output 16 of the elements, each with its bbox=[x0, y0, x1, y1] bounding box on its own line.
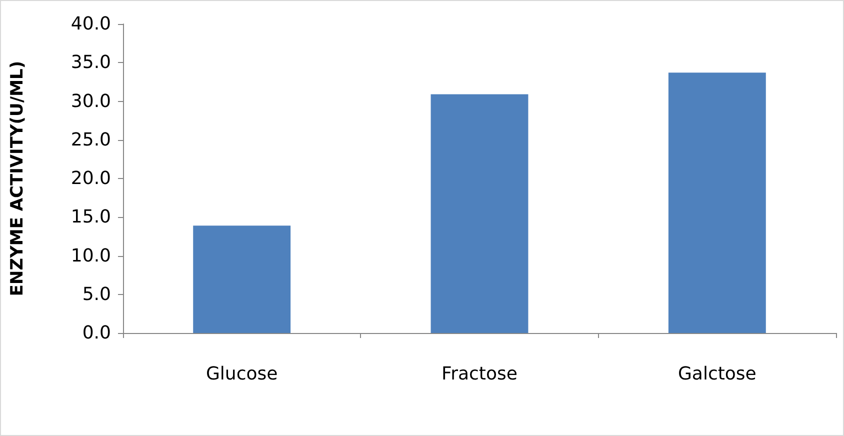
bar bbox=[668, 72, 766, 333]
y-axis-title: ENZYME ACTIVITY(U/ML) bbox=[8, 60, 28, 296]
x-tick-label: Fractose bbox=[442, 364, 518, 384]
y-tick-label: 30.0 bbox=[70, 90, 111, 112]
y-tick-label: 10.0 bbox=[70, 245, 111, 266]
x-tick-label: Glucose bbox=[206, 364, 278, 384]
y-tick-label: 35.0 bbox=[70, 52, 111, 74]
x-tick-label: Galctose bbox=[678, 364, 756, 384]
y-tick-label: 0.0 bbox=[82, 322, 111, 344]
y-tick-label: 5.0 bbox=[82, 284, 111, 305]
y-tick-label: 20.0 bbox=[70, 168, 111, 189]
y-tick-label: 40.0 bbox=[70, 14, 111, 34]
y-tick-label: 25.0 bbox=[70, 129, 111, 150]
y-tick-label: 15.0 bbox=[70, 206, 111, 228]
bar bbox=[193, 226, 291, 333]
bar bbox=[430, 94, 528, 333]
